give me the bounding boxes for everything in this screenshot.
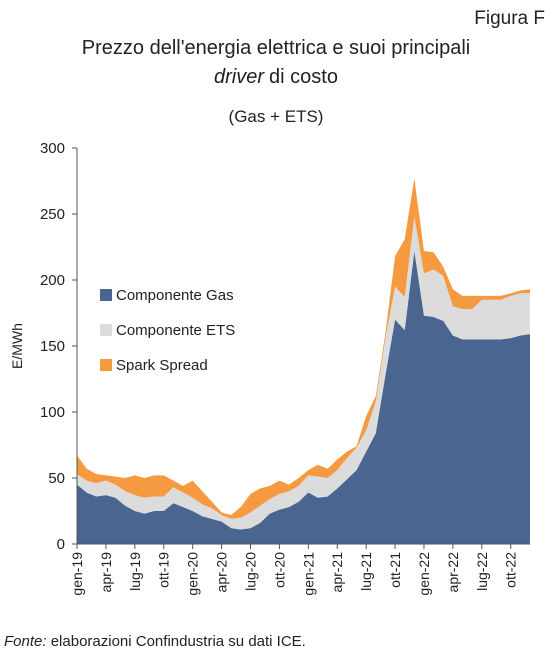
y-tick-label: 200 bbox=[40, 272, 65, 289]
y-tick-label: 300 bbox=[40, 140, 65, 157]
figure-label: Figura F bbox=[474, 8, 545, 29]
x-tick-label: ott-21 bbox=[387, 552, 403, 588]
x-tick-label: gen-20 bbox=[185, 552, 201, 596]
title-italic: driver bbox=[214, 66, 265, 88]
x-tick-label: gen-19 bbox=[69, 552, 85, 596]
chart-title: Prezzo dell'energia elettrica e suoi pri… bbox=[82, 37, 470, 59]
y-tick-label: 0 bbox=[57, 536, 65, 553]
x-tick-label: apr-21 bbox=[329, 552, 345, 593]
y-tick-label: 50 bbox=[48, 470, 65, 487]
legend-label: Spark Spread bbox=[116, 357, 208, 374]
legend-swatch bbox=[100, 324, 112, 336]
area bbox=[77, 216, 530, 530]
x-tick-label: gen-21 bbox=[300, 552, 316, 596]
legend-swatch bbox=[100, 289, 112, 301]
x-tick-label: ott-20 bbox=[271, 552, 287, 588]
source-note: Fonte: elaborazioni Confindustria su dat… bbox=[4, 633, 306, 650]
x-tick-label: gen-22 bbox=[416, 552, 432, 596]
x-tick-label: lug-20 bbox=[242, 552, 258, 591]
legend-label: Componente Gas bbox=[116, 287, 234, 304]
legend-swatch bbox=[100, 359, 112, 371]
x-tick-label: lug-19 bbox=[127, 552, 143, 591]
x-tick-label: ott-22 bbox=[503, 552, 519, 588]
chart: Figura F Prezzo dell'energia elettrica e… bbox=[9, 8, 545, 596]
note-text: elaborazioni Confindustria su dati ICE. bbox=[50, 633, 306, 650]
y-tick-label: 250 bbox=[40, 206, 65, 223]
title-rest: di costo bbox=[269, 66, 338, 88]
area bbox=[77, 250, 530, 544]
x-tick-label: apr-20 bbox=[214, 552, 230, 593]
y-tick-label: 150 bbox=[40, 338, 65, 355]
note-italic: Fonte: bbox=[4, 633, 47, 650]
x-tick-label: lug-22 bbox=[474, 552, 490, 591]
y-tick-label: 100 bbox=[40, 404, 65, 421]
x-tick-label: apr-22 bbox=[445, 552, 461, 593]
x-tick-label: lug-21 bbox=[358, 552, 374, 591]
chart-subtitle: (Gas + ETS) bbox=[229, 107, 324, 126]
legend-label: Componente ETS bbox=[116, 322, 235, 339]
chart-title: driver di costo bbox=[214, 66, 338, 88]
x-tick-label: ott-19 bbox=[156, 552, 172, 588]
area bbox=[77, 178, 530, 519]
x-tick-label: apr-19 bbox=[98, 552, 114, 593]
y-axis-label: E/MWh bbox=[9, 323, 25, 369]
